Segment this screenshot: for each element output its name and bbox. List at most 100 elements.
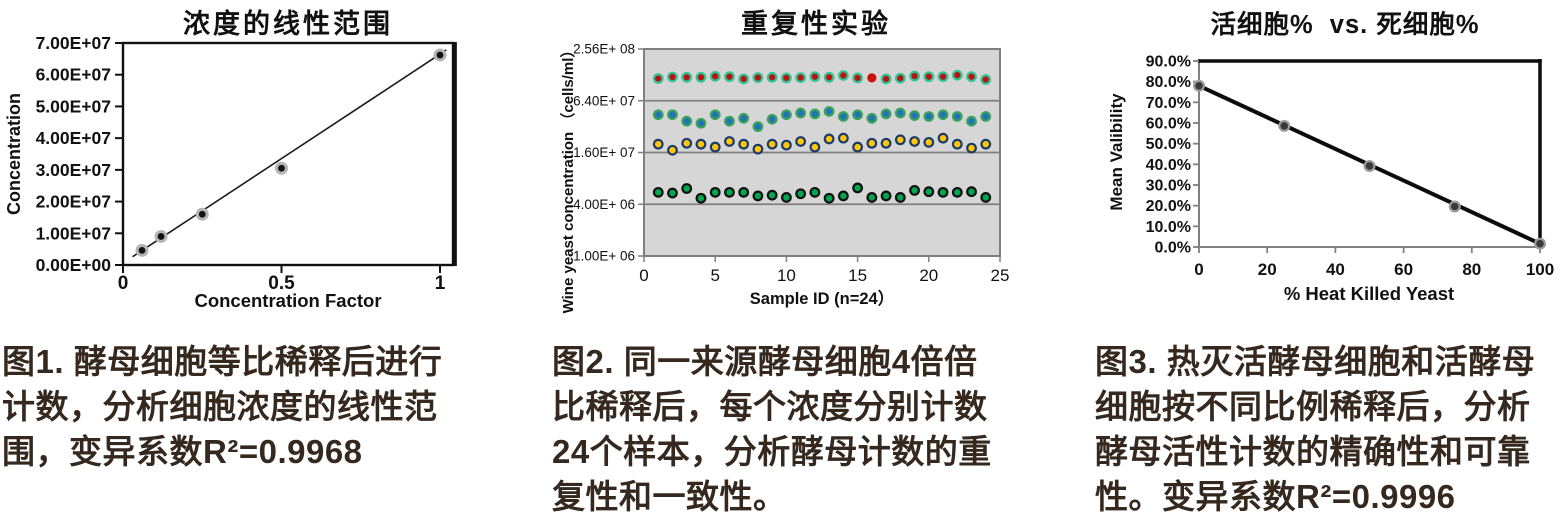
data-point [982,76,989,83]
data-point [754,74,762,81]
chart-title: 浓度的线性范围 [183,8,393,39]
data-point [939,189,947,196]
data-point [939,111,947,118]
x-tick-label: 15 [848,266,867,285]
caption-line: 复性和一致性。 [552,478,787,515]
y-tick-label: 0.00E+00 [36,255,112,275]
data-point [783,74,790,82]
y-tick-label: 2.56E+ 08 [573,42,635,57]
data-point [925,113,932,120]
data-point [669,147,676,154]
data-point [954,113,961,120]
caption-line: 比稀释后，每个浓度分别计数 [552,388,988,425]
data-point [655,189,662,196]
data-point [825,74,833,81]
data-point [712,111,719,118]
data-point [669,111,676,118]
data-point [683,74,690,81]
data-point [754,145,762,153]
x-tick-label: 0.5 [268,273,295,294]
caption-line: 围，变异系数R²=0.9968 [2,433,363,470]
data-point [968,73,975,80]
data-point [840,134,847,142]
data-point [783,194,790,201]
data-point [683,118,690,125]
data-point [726,189,733,196]
data-point [740,75,747,83]
data-point [854,74,861,82]
x-tick-label: 100 [1526,260,1554,279]
data-point [712,73,719,80]
data-point [897,109,904,117]
data-point [797,74,804,81]
figure1-caption: 图1. 酵母细胞等比稀释后进行 计数，分析细胞浓度的线性范 围，变异系数R²=0… [2,339,442,474]
data-point [797,190,804,197]
panel-figure2: 2.56E+ 08 6.40E+ 07 1.60E+ 07 4.00E+ 06 1.00… [521,0,1042,515]
data-point [1195,82,1203,90]
data-point [854,111,861,118]
data-point [1280,122,1289,130]
x-tick-label: 80 [1462,260,1481,279]
data-point [726,138,733,145]
y-tick-label: 20.0% [1146,198,1191,215]
data-point [897,136,904,143]
data-point [925,188,932,195]
data-point [939,134,947,142]
caption-line: 图1. 酵母细胞等比稀释后进行 [2,343,443,380]
data-point [911,138,918,145]
data-point [712,143,719,151]
data-point [278,164,285,172]
data-point [754,123,762,130]
caption-line: 24个样本，分析酵母计数的重 [552,433,992,470]
data-point [825,108,833,115]
data-point [655,140,662,148]
data-point [925,73,932,80]
data-point [198,210,206,218]
data-point [768,191,776,199]
data-point [768,74,776,81]
y-tick-label: 1.00E+07 [36,223,111,243]
data-point [436,51,444,59]
data-point [138,247,146,254]
y-tick-label: 30.0% [1146,178,1191,195]
caption-line: 图3. 热灭活酵母细胞和活酵母 [1095,343,1536,380]
y-tick-label: 90.0% [1146,54,1191,71]
x-tick-label: 5 [710,266,719,285]
data-point [897,194,904,201]
data-point [825,195,833,202]
x-tick-label: 40 [1326,260,1345,279]
data-point [157,233,165,240]
figure2-caption: 图2. 同一来源酵母细胞4倍倍 比稀释后，每个浓度分别计数 24个样本，分析酵母… [552,339,992,519]
panel-figure3: 0.0% 10.0% 20.0% 30.0% 40.0% 50.0% 60.0% 70.0% 8… [1042,0,1563,515]
data-point [968,118,975,125]
data-point [811,143,819,151]
chart-title: 重复性实验 [741,8,891,39]
data-point [740,189,747,196]
data-point [683,185,690,192]
data-point [669,189,676,197]
x-axis-label: Sample ID (n=24） [750,288,894,308]
figure3-caption: 图3. 热灭活酵母细胞和活酵母 细胞按不同比例稀释后，分析 酵母活性计数的精确性… [1095,339,1535,519]
caption-line: 酵母活性计数的精确性和可靠 [1095,433,1531,470]
data-point [797,138,804,145]
y-tick-label: 1.60E+ 07 [573,145,635,160]
y-tick-label: 70.0% [1146,95,1191,112]
data-point [797,109,804,117]
data-point [783,141,790,149]
data-point [897,75,904,82]
data-point [911,187,918,194]
y-tick-label: 6.40E+ 07 [573,93,635,108]
data-point [712,189,719,196]
data-point [669,73,676,81]
data-point [840,192,847,200]
data-point [697,120,705,127]
x-tick-label: 20 [919,266,938,285]
y-tick-label: 1.00E+ 06 [573,249,635,264]
x-tick-label: 0 [639,266,648,285]
repeatability-chart: 2.56E+ 08 6.40E+ 07 1.60E+ 07 4.00E+ 06 1.00… [559,8,1009,313]
y-tick-label: 3.00E+07 [36,160,111,180]
y-tick-label: 60.0% [1146,116,1191,133]
y-tick-label: 10.0% [1146,219,1191,236]
data-point [982,113,989,120]
data-point [768,140,776,148]
